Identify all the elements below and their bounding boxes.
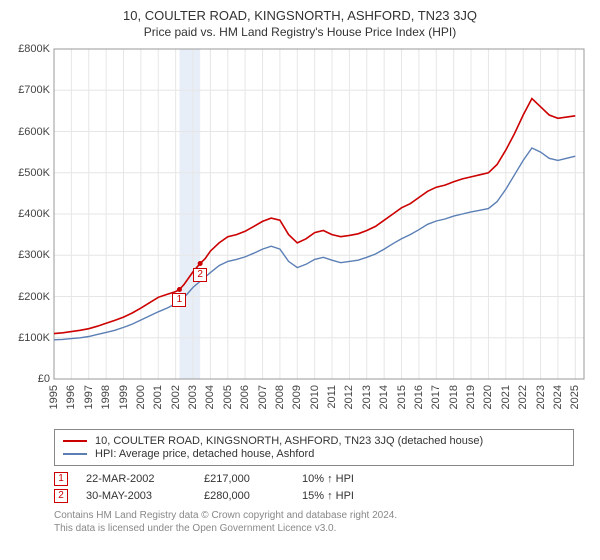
x-tick-label: 2005 xyxy=(222,385,234,409)
legend: 10, COULTER ROAD, KINGSNORTH, ASHFORD, T… xyxy=(54,429,574,466)
y-tick-label: £400K xyxy=(18,208,50,220)
sales-table: 1 22-MAR-2002 £217,000 10% ↑ HPI 2 30-MA… xyxy=(54,472,590,503)
footnote-line1: Contains HM Land Registry data © Crown c… xyxy=(54,510,397,521)
legend-label-property: 10, COULTER ROAD, KINGSNORTH, ASHFORD, T… xyxy=(95,435,483,447)
y-tick-label: £100K xyxy=(18,332,50,344)
sale-row: 2 30-MAY-2003 £280,000 15% ↑ HPI xyxy=(54,489,590,503)
x-tick-label: 2016 xyxy=(413,385,425,409)
y-tick-label: £800K xyxy=(18,43,50,55)
sale-pct: 15% ↑ HPI xyxy=(302,490,412,502)
x-tick-label: 2024 xyxy=(552,385,564,409)
x-tick-label: 2003 xyxy=(187,385,199,409)
x-tick-label: 2007 xyxy=(257,385,269,409)
x-tick-label: 2018 xyxy=(448,385,460,409)
sale-marker-on-chart: 1 xyxy=(172,293,186,307)
sale-pct: 10% ↑ HPI xyxy=(302,473,412,485)
x-tick-label: 2000 xyxy=(135,385,147,409)
y-tick-label: £600K xyxy=(18,126,50,138)
sale-marker-icon: 2 xyxy=(54,489,68,503)
sale-marker-on-chart: 2 xyxy=(193,268,207,282)
sale-price: £217,000 xyxy=(204,473,284,485)
y-tick-label: £700K xyxy=(18,84,50,96)
x-tick-label: 2015 xyxy=(396,385,408,409)
x-tick-label: 2013 xyxy=(361,385,373,409)
chart-subtitle: Price paid vs. HM Land Registry's House … xyxy=(10,25,590,39)
x-tick-label: 2014 xyxy=(378,385,390,409)
x-tick-label: 2017 xyxy=(430,385,442,409)
legend-label-hpi: HPI: Average price, detached house, Ashf… xyxy=(95,448,314,460)
x-tick-label: 2011 xyxy=(326,385,338,409)
sale-price: £280,000 xyxy=(204,490,284,502)
x-tick-label: 2025 xyxy=(569,385,581,409)
x-tick-label: 2023 xyxy=(535,385,547,409)
x-tick-label: 2020 xyxy=(482,385,494,409)
x-tick-label: 2004 xyxy=(204,385,216,409)
x-tick-label: 2002 xyxy=(170,385,182,409)
y-tick-label: £300K xyxy=(18,249,50,261)
y-tick-label: £0 xyxy=(38,373,50,385)
chart-area: 12 £0 £100K £200K £300K £400K £500K £600K £700K £… xyxy=(10,45,590,425)
x-tick-label: 1995 xyxy=(48,385,60,409)
x-tick-label: 1996 xyxy=(65,385,77,409)
x-tick-label: 2012 xyxy=(343,385,355,409)
sale-row: 1 22-MAR-2002 £217,000 10% ↑ HPI xyxy=(54,472,590,486)
x-tick-label: 2021 xyxy=(500,385,512,409)
legend-swatch-property xyxy=(63,440,87,442)
sale-date: 30-MAY-2003 xyxy=(86,490,186,502)
x-tick-label: 1998 xyxy=(100,385,112,409)
chart-title: 10, COULTER ROAD, KINGSNORTH, ASHFORD, T… xyxy=(10,8,590,23)
x-tick-label: 2010 xyxy=(309,385,321,409)
x-tick-label: 2009 xyxy=(291,385,303,409)
y-tick-label: £500K xyxy=(18,167,50,179)
y-tick-label: £200K xyxy=(18,291,50,303)
x-tick-label: 2008 xyxy=(274,385,286,409)
footnote-line2: This data is licensed under the Open Gov… xyxy=(54,523,336,534)
legend-item-hpi: HPI: Average price, detached house, Ashf… xyxy=(63,448,565,460)
legend-swatch-hpi xyxy=(63,453,87,455)
footnote: Contains HM Land Registry data © Crown c… xyxy=(54,509,590,535)
x-tick-label: 2006 xyxy=(239,385,251,409)
sale-date: 22-MAR-2002 xyxy=(86,473,186,485)
x-tick-label: 2019 xyxy=(465,385,477,409)
x-tick-label: 1999 xyxy=(118,385,130,409)
sale-marker-icon: 1 xyxy=(54,472,68,486)
x-tick-label: 2022 xyxy=(517,385,529,409)
legend-item-property: 10, COULTER ROAD, KINGSNORTH, ASHFORD, T… xyxy=(63,435,565,447)
x-tick-label: 2001 xyxy=(152,385,164,409)
chart-svg xyxy=(10,45,590,425)
x-tick-label: 1997 xyxy=(83,385,95,409)
